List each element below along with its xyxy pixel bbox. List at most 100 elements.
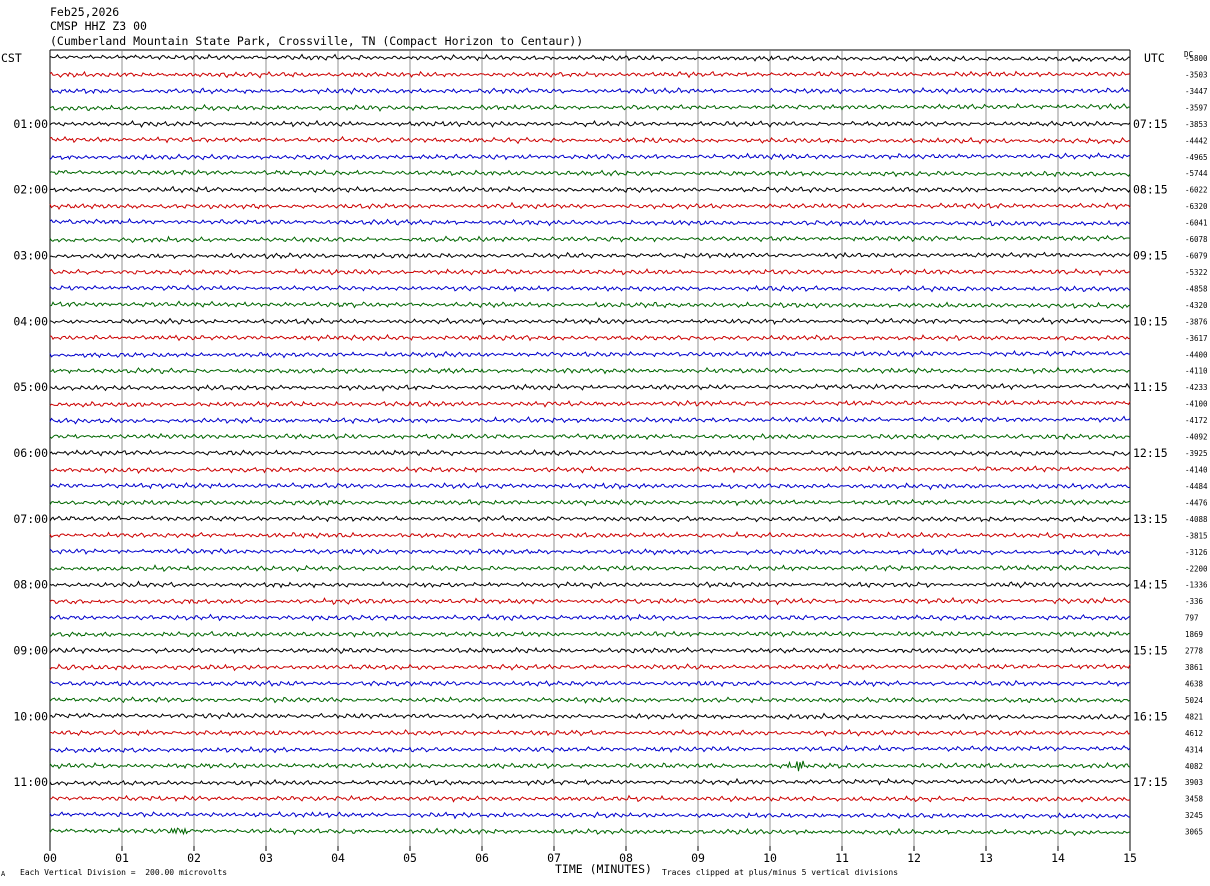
row-offset-label: 1869 (1185, 630, 1203, 639)
utc-hour-label: 08:15 (1133, 183, 1168, 197)
utc-hour-label: 12:15 (1133, 446, 1168, 460)
trace-row (49, 284, 1131, 293)
row-offset-label: -3853 (1185, 120, 1208, 129)
trace-row (49, 630, 1131, 638)
dc-offset-label: DC (1184, 50, 1193, 59)
utc-hour-label: 10:15 (1133, 314, 1168, 328)
row-offset-label: -3617 (1185, 334, 1208, 343)
trace-row (49, 415, 1131, 425)
trace-row (49, 268, 1131, 277)
cst-hour-label: 08:00 (13, 578, 48, 592)
utc-hour-label: 07:15 (1133, 117, 1168, 131)
x-tick-label: 07 (547, 851, 561, 865)
row-offset-label: -4320 (1185, 301, 1208, 310)
trace-row (49, 185, 1131, 194)
station-label: CMSP HHZ Z3 00 (50, 19, 147, 33)
x-tick-label: 04 (331, 851, 345, 865)
row-offset-label: 3861 (1185, 663, 1203, 672)
cst-hour-label: 01:00 (13, 117, 48, 131)
row-offset-label: -1336 (1185, 581, 1208, 590)
utc-hour-label: 11:15 (1133, 380, 1168, 394)
x-tick-label: 05 (403, 851, 417, 865)
utc-hour-label: 16:15 (1133, 709, 1168, 723)
trace-row (49, 333, 1131, 342)
trace-row (49, 811, 1131, 820)
x-tick-label: 01 (115, 851, 129, 865)
row-offset-label: -4088 (1185, 515, 1208, 524)
cst-hour-label: 11:00 (13, 775, 48, 789)
row-offset-label: -2200 (1185, 564, 1208, 573)
trace-row (49, 432, 1131, 441)
trace-row (49, 712, 1131, 721)
trace-row (49, 465, 1131, 474)
row-offset-label: 2778 (1185, 647, 1204, 656)
location-label: (Cumberland Mountain State Park, Crossvi… (50, 34, 584, 48)
row-offset-label: -5744 (1185, 169, 1208, 178)
row-offset-label: 5024 (1185, 696, 1204, 705)
trace-row (49, 514, 1131, 523)
row-offset-label: -6320 (1185, 202, 1208, 211)
trace-row (49, 744, 1131, 754)
trace-row (49, 169, 1131, 178)
trace-row (49, 580, 1131, 590)
trace-row (49, 530, 1131, 540)
row-offset-label: -4100 (1185, 400, 1208, 409)
row-offset-label: 4821 (1185, 712, 1203, 721)
x-axis-title: TIME (MINUTES) (555, 862, 652, 876)
clip-note: Traces clipped at plus/minus 5 vertical … (662, 868, 899, 877)
x-tick-label: 09 (691, 851, 705, 865)
trace-row (49, 382, 1131, 392)
trace-row (49, 481, 1131, 491)
trace-row (49, 86, 1130, 95)
row-offset-label: -3597 (1185, 103, 1208, 112)
trace-row (49, 760, 1131, 772)
row-offset-label: -4400 (1185, 350, 1208, 359)
row-offset-label: -3876 (1185, 317, 1208, 326)
row-offset-label: -4092 (1185, 433, 1208, 442)
row-offset-label: 4638 (1185, 679, 1204, 688)
row-offset-label: -6041 (1185, 219, 1208, 228)
row-offset-label: -4233 (1185, 383, 1208, 392)
x-tick-label: 14 (1051, 851, 1065, 865)
row-offset-label: 4082 (1185, 762, 1203, 771)
row-offset-label: -4172 (1185, 416, 1208, 425)
x-tick-label: 00 (43, 851, 57, 865)
x-tick-label: 02 (187, 851, 201, 865)
trace-row (49, 399, 1131, 408)
x-tick-label: 15 (1123, 851, 1137, 865)
trace-row (49, 234, 1131, 244)
trace-row (49, 350, 1131, 359)
row-offset-label: 4314 (1185, 745, 1204, 754)
row-offset-label: -4442 (1185, 136, 1208, 145)
trace-row (49, 449, 1131, 458)
trace-row (49, 152, 1131, 161)
row-offset-label: -4110 (1185, 367, 1208, 376)
x-tick-label: 11 (835, 851, 849, 865)
utc-hour-label: 17:15 (1133, 775, 1168, 789)
row-offset-label: -3126 (1185, 548, 1208, 557)
row-offset-label: -6022 (1185, 186, 1208, 195)
utc-hour-label: 14:15 (1133, 578, 1168, 592)
trace-row (49, 103, 1131, 112)
utc-hour-label: 13:15 (1133, 512, 1168, 526)
trace-row (49, 547, 1131, 557)
trace-row (49, 696, 1131, 704)
x-tick-label: 06 (475, 851, 489, 865)
row-offset-label: -5322 (1185, 268, 1208, 277)
row-offset-label: -6078 (1185, 235, 1208, 244)
row-offset-label: -4476 (1185, 498, 1208, 507)
scale-note: Each Vertical Division = 200.00 microvol… (20, 868, 228, 877)
trace-row (50, 366, 1131, 375)
trace-row (49, 251, 1131, 260)
row-offset-label: 797 (1185, 614, 1199, 623)
trace-row (49, 827, 1131, 837)
cst-hour-label: 03:00 (13, 249, 48, 263)
trace-row (49, 564, 1131, 573)
row-offset-label: -4965 (1185, 153, 1208, 162)
row-offset-label: 4612 (1185, 729, 1203, 738)
timezone-left-label: CST (1, 51, 22, 65)
row-offset-label: 3245 (1185, 811, 1203, 820)
trace-row (49, 201, 1131, 210)
row-offset-label: -6079 (1185, 252, 1208, 261)
